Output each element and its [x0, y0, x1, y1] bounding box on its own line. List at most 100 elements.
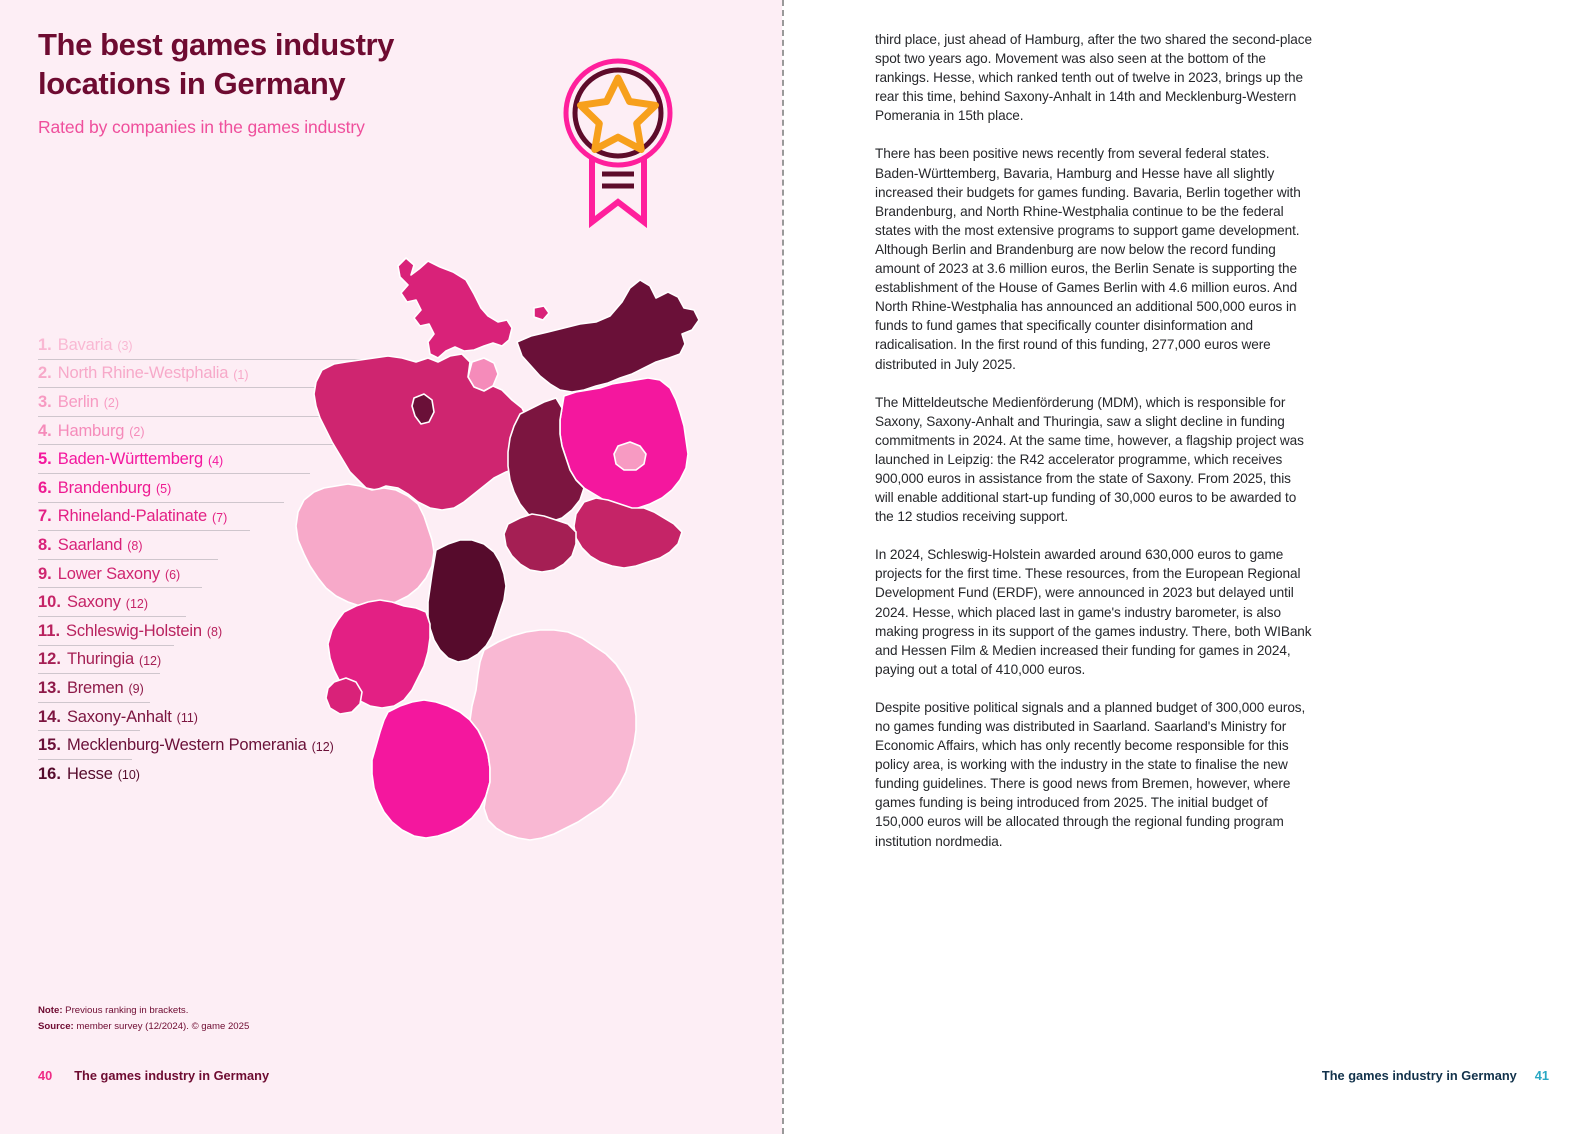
- ranking-position: 10.: [38, 593, 61, 612]
- ranking-row: 9. Lower Saxony (6): [38, 560, 698, 589]
- ranking-list: 1. Bavaria (3) 2. North Rhine-Westphalia (1) 3…: [38, 331, 698, 789]
- page-title-line-2: locations in Germany: [38, 65, 346, 101]
- ranking-previous-position: (8): [127, 539, 143, 554]
- ranking-position: 3.: [38, 392, 52, 411]
- map-state-hesse: [427, 539, 507, 663]
- ranking-row: 10. Saxony (12): [38, 588, 698, 617]
- ranking-position: 9.: [38, 564, 52, 583]
- ranking-row: 6. Brandenburg (5): [38, 474, 698, 503]
- ranking-previous-position: (7): [211, 510, 228, 525]
- article-paragraph: third place, just ahead of Hamburg, afte…: [875, 32, 1312, 124]
- ranking-previous-position: (11): [176, 711, 198, 726]
- page-header: The best games industry locations in Ger…: [38, 26, 598, 138]
- map-state-bremen: [411, 393, 435, 425]
- footnote-source-row: Source: member survey (12/2024). © game …: [38, 1019, 249, 1035]
- ranking-state-name: Thuringia: [66, 650, 134, 669]
- page-subtitle: Rated by companies in the games industry: [38, 116, 365, 137]
- ranking-position: 14.: [38, 707, 61, 726]
- ranking-row: 13. Bremen (9): [38, 674, 698, 703]
- ranking-state-name: Lower Saxony: [57, 564, 160, 583]
- ranking-row-divider: [38, 615, 186, 617]
- ranking-previous-position: (2): [129, 425, 145, 440]
- ranking-state-name: Saxony: [66, 593, 121, 612]
- page-fold-divider: [782, 0, 784, 1134]
- ranking-previous-position: (9): [128, 682, 144, 697]
- award-medal-star-icon: [556, 56, 680, 229]
- ranking-previous-position: (4): [207, 453, 224, 468]
- article-paragraph: The Mitteldeutsche Medienförderung (MDM)…: [875, 394, 1304, 525]
- ranking-state-name: Hamburg: [57, 421, 125, 440]
- map-state-saarland: [325, 677, 363, 715]
- article-body: third place, just ahead of Hamburg, afte…: [875, 30, 1313, 870]
- left-page-footer: 40 The games industry in Germany: [38, 1068, 269, 1083]
- footnote-source-label: Source:: [38, 1020, 74, 1032]
- ranking-row-divider: [38, 587, 202, 589]
- ranking-row: 14. Saxony-Anhalt (11): [38, 703, 698, 732]
- ranking-position: 8.: [38, 535, 52, 554]
- ranking-row: 8. Saarland (8): [38, 531, 698, 560]
- ranking-state-name: North Rhine-Westphalia: [57, 364, 229, 383]
- map-state-schleswig-holstein-island: [533, 305, 550, 321]
- ranking-state-name: Baden-Württemberg: [57, 450, 203, 469]
- ranking-previous-position: (2): [103, 396, 120, 411]
- footnote-note-text: Previous ranking in brackets.: [62, 1005, 189, 1016]
- ranking-row-divider: [38, 387, 360, 389]
- ranking-row-divider: [38, 530, 250, 532]
- article-paragraph: There has been positive news recently fr…: [875, 146, 1301, 372]
- ranking-previous-position: (6): [164, 568, 181, 583]
- ranking-position: 13.: [38, 678, 61, 697]
- ranking-row: 15. Mecklenburg-Western Pomerania (12): [38, 731, 698, 760]
- left-page: The best games industry locations in Ger…: [0, 0, 782, 1134]
- ranking-state-name: Brandenburg: [57, 478, 151, 497]
- ranking-row: 16. Hesse (10): [38, 760, 698, 789]
- right-footer-title: The games industry in Germany: [1321, 1068, 1517, 1083]
- ranking-row-divider: [38, 472, 310, 474]
- ranking-row: 1. Bavaria (3): [38, 331, 698, 360]
- ranking-state-name: Bavaria: [57, 335, 113, 354]
- ranking-state-name: Rhineland-Palatinate: [57, 507, 207, 526]
- ranking-previous-position: (12): [138, 653, 162, 668]
- footnote-note-row: Note: Previous ranking in brackets.: [38, 1003, 249, 1019]
- ranking-position: 15.: [38, 736, 61, 755]
- ranking-row-divider: [38, 501, 284, 503]
- ranking-position: 11.: [38, 621, 61, 640]
- ranking-state-name: Berlin: [57, 392, 99, 411]
- ranking-row-divider: [38, 444, 334, 446]
- right-page-number: 41: [1534, 1068, 1549, 1083]
- ranking-row-divider: [38, 415, 356, 417]
- ranking-state-name: Hesse: [66, 764, 113, 783]
- ranking-row: 11. Schleswig-Holstein (8): [38, 617, 698, 646]
- ranking-row: 7. Rhineland-Palatinate (7): [38, 503, 698, 532]
- footnote-note-label: Note:: [38, 1005, 63, 1016]
- ranking-state-name: Mecklenburg-Western Pomerania: [66, 736, 307, 755]
- article-paragraph: In 2024, Schleswig-Holstein awarded arou…: [875, 547, 1312, 677]
- ranking-previous-position: (3): [117, 339, 133, 354]
- ranking-row-divider: [38, 558, 218, 560]
- ranking-state-name: Saarland: [57, 535, 123, 554]
- ranking-row-divider: [38, 673, 160, 675]
- page-title-line-1: The best games industry: [38, 27, 395, 62]
- ranking-previous-position: (1): [233, 367, 249, 382]
- right-page: third place, just ahead of Hamburg, afte…: [782, 0, 1587, 1134]
- ranking-position: 7.: [38, 507, 52, 526]
- ranking-state-name: Saxony-Anhalt: [66, 707, 172, 726]
- footnote-source-text: member survey (12/2024). © game 2025: [73, 1020, 250, 1032]
- ranking-state-name: Bremen: [66, 678, 124, 697]
- left-page-number: 40: [38, 1068, 53, 1083]
- ranking-position: 4.: [38, 421, 52, 440]
- ranking-row-divider: [38, 730, 140, 732]
- ranking-previous-position: (8): [206, 625, 223, 640]
- left-footer-title: The games industry in Germany: [74, 1068, 270, 1083]
- map-state-north-rhine-westphalia: [295, 483, 435, 609]
- ranking-previous-position: (10): [117, 768, 140, 783]
- ranking-previous-position: (5): [155, 482, 172, 497]
- ranking-state-name: Schleswig-Holstein: [66, 621, 202, 640]
- ranking-row-divider: [38, 644, 174, 646]
- ranking-row: 4. Hamburg (2): [38, 417, 698, 446]
- ranking-previous-position: (12): [311, 739, 334, 754]
- ranking-position: 6.: [38, 478, 52, 497]
- right-page-footer: The games industry in Germany 41: [1322, 1068, 1549, 1083]
- footnote: Note: Previous ranking in brackets. Sour…: [38, 1003, 249, 1034]
- ranking-position: 12.: [38, 650, 61, 669]
